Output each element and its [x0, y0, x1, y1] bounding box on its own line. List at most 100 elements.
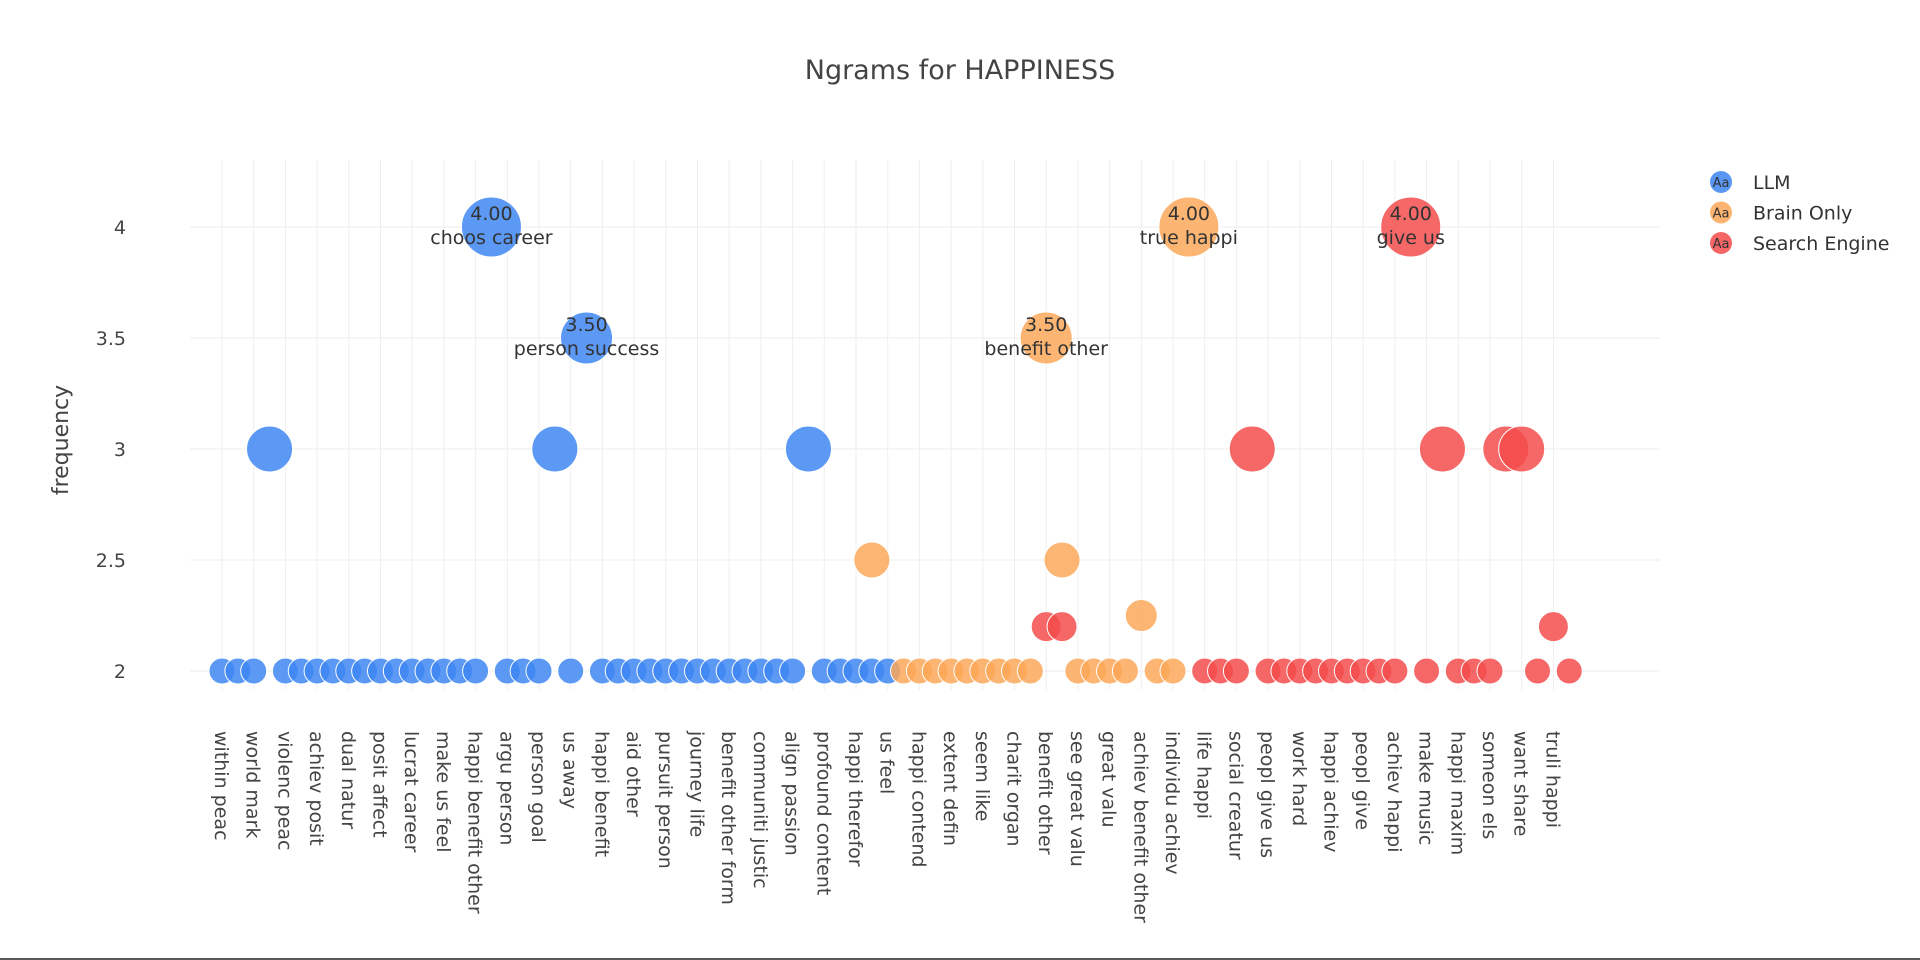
plot-area [208, 196, 1583, 685]
x-tick-label: social creatur [1224, 731, 1246, 860]
data-point[interactable] [1159, 657, 1187, 685]
x-tick-label: make music [1415, 731, 1437, 845]
point-name-label: benefit other [984, 338, 1108, 360]
legend-swatch-text: Aa [1713, 176, 1730, 191]
x-tick-label: seem like [971, 731, 993, 821]
data-point[interactable] [779, 657, 807, 685]
data-point[interactable] [1228, 425, 1276, 473]
x-tick-label: achiev happi [1383, 731, 1405, 852]
legend-item-label[interactable]: Search Engine [1753, 233, 1889, 255]
bottom-border [0, 958, 1920, 960]
x-tick-label: violenc peac [273, 731, 295, 850]
data-point[interactable] [1498, 425, 1546, 473]
y-tick-label: 3 [114, 439, 126, 461]
x-tick-label: journey life [686, 730, 708, 837]
x-tick-label: extent defin [939, 731, 961, 846]
data-point[interactable] [240, 657, 268, 685]
y-tick-label: 3.5 [96, 328, 126, 350]
x-tick-label: make us feel [432, 731, 454, 853]
y-tick-label: 4 [114, 217, 126, 239]
x-tick-label: truli happi [1541, 731, 1563, 828]
x-tick-label: happi maxim [1446, 731, 1468, 855]
x-tick-label: communiti justic [749, 731, 771, 889]
x-tick-label: individu achiev [1161, 731, 1183, 875]
data-point[interactable] [1158, 196, 1220, 258]
x-tick-label: achiev benefit other [1129, 731, 1151, 923]
point-name-label: give us [1377, 227, 1445, 249]
y-axis: 2 2.5 3 3.5 4 [96, 217, 126, 683]
y-tick-label: 2 [114, 661, 126, 683]
x-tick-label: argu person [495, 731, 517, 845]
x-tick-label: happi benefit other [464, 731, 486, 914]
x-tick-label: person goal [527, 731, 549, 843]
x-tick-label: great valu [1098, 731, 1120, 827]
data-point[interactable] [1537, 611, 1569, 643]
data-point[interactable] [246, 425, 294, 473]
y-tick-label: 2.5 [96, 550, 126, 572]
data-point[interactable] [853, 541, 891, 579]
x-tick-label: aid other [622, 731, 644, 817]
data-point[interactable] [1124, 599, 1158, 632]
data-point[interactable] [1043, 541, 1081, 579]
point-value-label: 4.00 [1390, 203, 1432, 225]
data-point[interactable] [1555, 657, 1583, 685]
x-tick-label: posit affect [369, 731, 391, 838]
x-tick-label: benefit other [1034, 731, 1056, 855]
x-tick-label: life happi [1193, 731, 1215, 819]
data-point[interactable] [1016, 657, 1044, 685]
data-point[interactable] [525, 657, 553, 685]
x-tick-label: want share [1510, 731, 1532, 836]
legend[interactable]: Aa LLM Aa Brain Only Aa Search Engine [1710, 171, 1889, 255]
data-point[interactable] [557, 657, 585, 685]
data-point[interactable] [1413, 657, 1441, 685]
point-value-label: 4.00 [1168, 203, 1210, 225]
x-tick-label: achiev posit [305, 731, 327, 846]
legend-item-label[interactable]: Brain Only [1753, 203, 1852, 225]
data-point[interactable] [1111, 657, 1139, 685]
x-tick-label: us feel [876, 731, 898, 794]
data-point[interactable] [1019, 311, 1073, 365]
legend-swatch[interactable] [1710, 232, 1732, 254]
point-value-label: 3.50 [1025, 314, 1067, 336]
data-point[interactable] [1418, 425, 1466, 473]
x-tick-label: pursuit person [654, 731, 676, 869]
data-point[interactable] [560, 311, 614, 365]
x-tick-label: peopl give [1351, 731, 1373, 830]
chart-title: Ngrams for HAPPINESS [805, 55, 1115, 86]
point-name-label: choos career [430, 227, 553, 249]
x-axis: within peac world mark violenc peac achiev … [210, 730, 1563, 923]
x-tick-label: profound content [812, 731, 834, 895]
data-point[interactable] [1476, 657, 1504, 685]
legend-swatch[interactable] [1710, 201, 1732, 224]
data-point[interactable] [1222, 657, 1250, 685]
x-tick-label: us away [559, 731, 581, 809]
grid-layer [190, 160, 1660, 690]
y-axis-title: frequency [49, 385, 74, 495]
data-point[interactable] [462, 657, 490, 685]
legend-item-label[interactable]: LLM [1753, 172, 1791, 194]
data-point[interactable] [1524, 657, 1552, 685]
legend-swatch[interactable] [1710, 171, 1732, 193]
data-point[interactable] [460, 196, 522, 258]
data-point[interactable] [1380, 196, 1442, 258]
point-name-label: true happi [1140, 227, 1238, 249]
x-tick-label: happi benefit [590, 731, 612, 857]
data-point[interactable] [531, 425, 579, 473]
point-name-label: person success [514, 338, 660, 360]
x-tick-label: happi therefor [844, 731, 866, 867]
x-tick-label: see great valu [1066, 731, 1088, 867]
point-value-label: 4.00 [470, 203, 512, 225]
x-tick-label: happi achiev [1320, 731, 1342, 852]
x-tick-label: lucrat career [400, 731, 422, 853]
x-tick-label: align passion [781, 731, 803, 856]
x-tick-label: dual natur [337, 731, 359, 829]
data-point[interactable] [784, 425, 832, 473]
x-tick-label: someon els [1478, 731, 1500, 839]
x-tick-label: peopl give us [1256, 731, 1278, 858]
x-tick-label: world mark [242, 731, 264, 838]
data-point[interactable] [1381, 657, 1409, 685]
legend-swatch-text: Aa [1713, 237, 1730, 252]
data-point[interactable] [1046, 611, 1078, 643]
